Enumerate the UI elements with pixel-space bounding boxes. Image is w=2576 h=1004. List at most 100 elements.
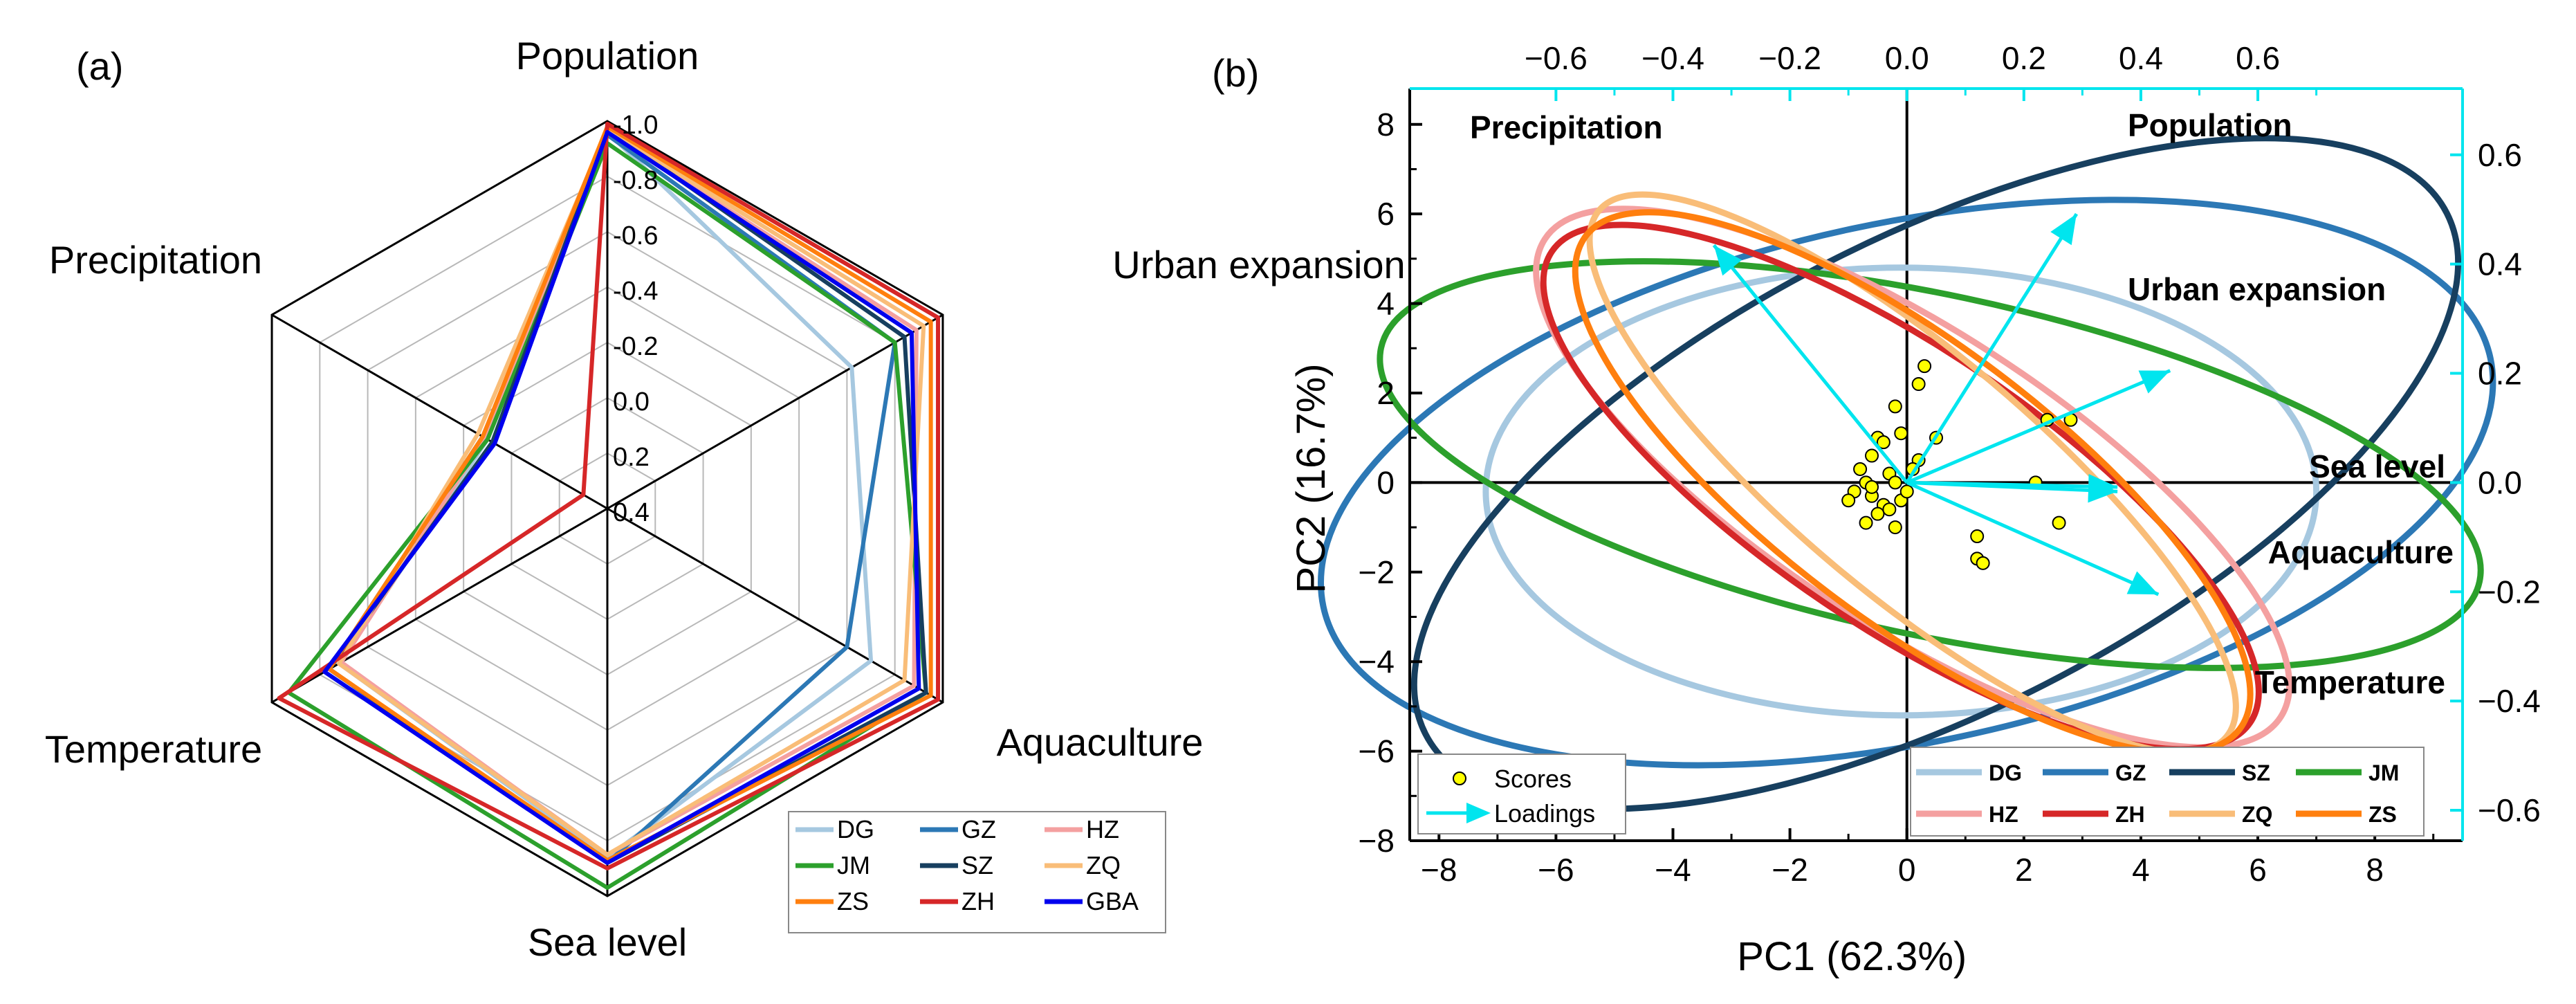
y-axis-title: PC2 (16.7%) bbox=[1289, 363, 1334, 593]
radar-spoke bbox=[271, 313, 608, 510]
radar-axis-label-precipitation: Precipitation bbox=[49, 238, 262, 282]
right-tick-label: 0.2 bbox=[2478, 356, 2522, 392]
score-point bbox=[1864, 448, 1879, 463]
radar-legend-label-gz: GZ bbox=[962, 815, 996, 843]
loading-label-sea-level: Sea level bbox=[2309, 448, 2445, 484]
biplot-legend-left-box bbox=[1417, 754, 1626, 834]
y-tick-label: −6 bbox=[1359, 733, 1395, 769]
right-tick-label: 0.6 bbox=[2478, 137, 2522, 173]
score-point bbox=[1976, 556, 1990, 570]
loading-arrowhead-population bbox=[2050, 214, 2077, 246]
radar-tick-label: 0.2 bbox=[613, 443, 650, 472]
score-point bbox=[1859, 515, 1873, 530]
radar-series-zh bbox=[277, 122, 941, 870]
score-point bbox=[1888, 520, 1902, 535]
radar-series-zq bbox=[337, 127, 926, 857]
right-tick-label: 0.0 bbox=[2478, 464, 2522, 500]
legend-loadings-arrowhead bbox=[1466, 803, 1491, 823]
top-tick-label: 0.6 bbox=[2236, 40, 2280, 76]
biplot-legend-label-dg: DG bbox=[1989, 760, 2022, 785]
top-tick-label: −0.4 bbox=[1641, 40, 1704, 76]
loading-arrow-temperature bbox=[1906, 481, 2160, 596]
biplot-legend-label-jm: JM bbox=[2368, 760, 2399, 785]
y-tick-label: 4 bbox=[1377, 286, 1395, 322]
y-tick-label: 2 bbox=[1377, 375, 1395, 411]
score-point bbox=[1911, 377, 1926, 392]
radar-legend-label-sz: SZ bbox=[962, 851, 993, 879]
score-point bbox=[1870, 506, 1885, 521]
radar-legend-label-gba: GBA bbox=[1086, 887, 1139, 915]
radar-axis-label-aquaculture: Aquaculture bbox=[997, 720, 1204, 764]
radar-legend-label-zq: ZQ bbox=[1086, 851, 1121, 879]
top-tick-label: 0.2 bbox=[2002, 40, 2046, 76]
loading-label-population: Population bbox=[2128, 107, 2292, 143]
loading-arrowhead-urban-expansion bbox=[2138, 370, 2171, 394]
biplot-legend-label-zh: ZH bbox=[2115, 802, 2145, 827]
legend-scores-marker bbox=[1453, 772, 1466, 785]
loading-arrow-aquaculture bbox=[1906, 480, 2118, 489]
radar-tick-label: -0.4 bbox=[613, 277, 658, 306]
radar-axis-label-population: Population bbox=[516, 34, 699, 77]
top-tick-label: −0.6 bbox=[1525, 40, 1588, 76]
confidence-ellipse-hz bbox=[1533, 206, 2293, 751]
score-point bbox=[1894, 426, 1908, 441]
loading-arrow-urban-expansion bbox=[1906, 369, 2171, 484]
radar-series-jm bbox=[286, 141, 928, 890]
x-tick-label: 8 bbox=[2366, 852, 2384, 888]
score-point bbox=[1876, 435, 1890, 450]
panel-label-b: (b) bbox=[1212, 51, 1259, 95]
x-tick-label: −2 bbox=[1772, 852, 1807, 888]
confidence-ellipse-zq bbox=[1586, 191, 2239, 756]
top-tick-label: −0.2 bbox=[1758, 40, 1821, 76]
panel-label-a: (a) bbox=[76, 44, 123, 88]
radar-legend-label-zs: ZS bbox=[837, 887, 869, 915]
confidence-ellipse-gz bbox=[1318, 197, 2496, 769]
loading-arrowhead-precipitation bbox=[1713, 245, 1742, 276]
score-point bbox=[2052, 515, 2066, 530]
score-point bbox=[1917, 359, 1932, 374]
biplot-legend-label-zq: ZQ bbox=[2242, 802, 2272, 827]
loading-label-aquaculture: Aquaculture bbox=[2268, 534, 2454, 570]
legend-loadings-label: Loadings bbox=[1494, 799, 1595, 828]
top-tick-label: 0.0 bbox=[1885, 40, 1929, 76]
confidence-ellipse-zs bbox=[1572, 209, 2254, 756]
radar-legend-label-jm: JM bbox=[837, 851, 870, 879]
radar-axis-label-sea-level: Sea level bbox=[528, 920, 687, 964]
radar-legend-label-hz: HZ bbox=[1086, 815, 1119, 843]
biplot-legend-label-zs: ZS bbox=[2368, 802, 2397, 827]
right-tick-label: −0.6 bbox=[2478, 792, 2541, 828]
loading-label-urban-expansion: Urban expansion bbox=[2128, 271, 2386, 307]
radar-tick-label: -0.8 bbox=[613, 166, 658, 195]
loading-arrowhead-aquaculture bbox=[2088, 473, 2118, 499]
radar-tick-label: -0.6 bbox=[613, 221, 658, 250]
x-tick-label: −6 bbox=[1538, 852, 1574, 888]
score-point bbox=[1888, 399, 1902, 414]
biplot-legend-label-gz: GZ bbox=[2115, 760, 2146, 785]
biplot-legend-label-sz: SZ bbox=[2242, 760, 2270, 785]
radar-tick-label: 0.4 bbox=[613, 498, 650, 527]
radar-spoke bbox=[607, 313, 944, 510]
y-tick-label: −8 bbox=[1359, 823, 1395, 859]
loading-arrowhead-temperature bbox=[2126, 571, 2159, 595]
radar-tick-label: -1.0 bbox=[613, 111, 658, 140]
score-point bbox=[1888, 475, 1902, 490]
y-tick-label: 8 bbox=[1377, 107, 1395, 143]
right-tick-label: −0.2 bbox=[2478, 574, 2541, 610]
radar-legend-label-dg: DG bbox=[837, 815, 874, 843]
x-axis-title: PC1 (62.3%) bbox=[1737, 934, 1967, 979]
y-tick-label: 6 bbox=[1377, 196, 1395, 232]
legend-scores-label: Scores bbox=[1494, 765, 1572, 793]
loading-arrow-population bbox=[1905, 212, 2079, 484]
loading-arrow-precipitation bbox=[1712, 244, 1908, 484]
y-tick-label: 0 bbox=[1377, 464, 1395, 500]
radar-axis-label-urban-expansion: Urban expansion bbox=[1112, 243, 1405, 286]
right-tick-label: 0.4 bbox=[2478, 246, 2522, 282]
biplot-legend-right-box bbox=[1910, 747, 2425, 837]
top-tick-label: 0.4 bbox=[2119, 40, 2163, 76]
right-tick-label: −0.4 bbox=[2478, 683, 2541, 719]
y-tick-label: −4 bbox=[1359, 644, 1395, 679]
x-tick-label: 0 bbox=[1898, 852, 1916, 888]
biplot-legend-label-hz: HZ bbox=[1989, 802, 2018, 827]
radar-series-gba bbox=[322, 130, 921, 865]
